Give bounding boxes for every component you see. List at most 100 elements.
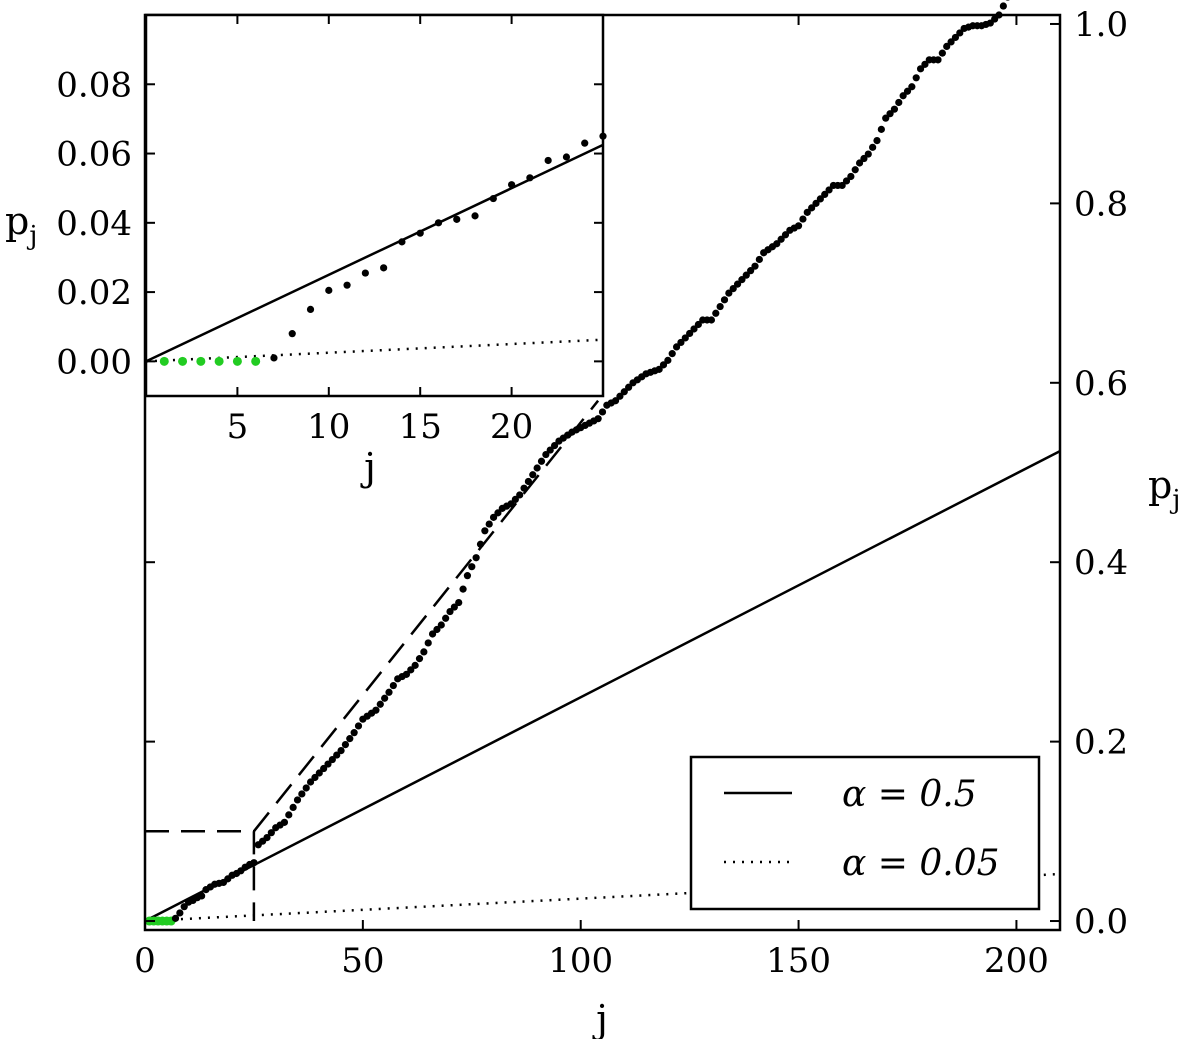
main-p-value-point <box>825 186 833 194</box>
main-p-value-point <box>485 520 493 528</box>
main-p-value-point <box>681 334 689 342</box>
inset-y-axis-label: pj <box>5 199 37 251</box>
main-p-value-point <box>751 262 759 270</box>
main-p-value-point <box>298 790 306 798</box>
inset-p-value-point <box>380 264 388 272</box>
main-p-value-point <box>524 477 533 486</box>
legend-box <box>689 755 1041 911</box>
main-p-value-point <box>725 289 733 297</box>
main-p-value-point <box>659 361 668 369</box>
main-x-tick-label: 100 <box>548 941 613 981</box>
main-y-tick-label: 0.8 <box>1074 184 1128 224</box>
main-p-value-point <box>860 154 868 163</box>
main-p-value-point <box>533 464 541 472</box>
main-p-value-point <box>463 572 472 580</box>
main-p-value-point <box>816 195 824 203</box>
inset-x-tick-label: 15 <box>399 407 442 447</box>
main-p-value-point <box>934 56 942 64</box>
main-p-value-point <box>511 495 519 504</box>
main-panel: 0 50 100 150 200 0.00.20.40.60.81.0 j pj α =… <box>134 0 1180 1041</box>
main-y-tick-label: 0.6 <box>1074 364 1128 404</box>
main-p-value-point <box>372 706 380 714</box>
main-p-value-point <box>821 190 829 199</box>
main-p-value-point <box>808 204 816 212</box>
main-p-value-point <box>625 383 633 391</box>
main-p-value-point <box>180 903 188 911</box>
main-p-value-point <box>198 892 206 900</box>
main-p-value-point <box>176 909 184 917</box>
inset-y-axis-label-base: p <box>5 199 29 243</box>
inset-reference-lines <box>145 143 604 363</box>
main-p-value-point <box>263 834 271 842</box>
main-p-value-point <box>402 670 411 678</box>
main-p-value-point <box>420 648 428 656</box>
inset-rejected-point <box>178 356 188 366</box>
main-p-value-point <box>280 818 289 826</box>
main-p-value-point <box>677 338 685 347</box>
inset-rejected-point <box>232 356 242 366</box>
main-p-value-point <box>346 735 354 743</box>
main-p-value-point <box>799 215 807 223</box>
main-p-value-point <box>385 688 393 696</box>
inset-x-ticks: 5 10 15 20 <box>227 15 533 447</box>
main-y-tick-label: 0.4 <box>1074 543 1128 583</box>
main-y-axis-label-subscript: j <box>1169 485 1180 515</box>
main-p-value-point <box>686 329 694 338</box>
main-p-value-point <box>956 29 964 37</box>
main-p-value-point <box>851 166 859 174</box>
inset-p-value-point <box>581 139 589 147</box>
main-p-value-point <box>320 764 328 773</box>
main-p-value-point <box>546 446 554 454</box>
main-y-axis-label: pj <box>1148 463 1180 515</box>
main-p-value-point <box>747 267 755 275</box>
main-p-value-point <box>324 760 332 768</box>
main-p-value-point <box>293 796 302 804</box>
main-p-value-point <box>712 309 720 317</box>
inset-p-value-point <box>343 281 351 289</box>
main-p-value-point <box>855 159 864 167</box>
main-p-value-point <box>507 500 515 508</box>
main-p-value-point <box>869 143 877 151</box>
main-p-value-point <box>489 513 498 521</box>
inset-data-points <box>159 132 607 366</box>
main-p-value-point <box>943 42 951 50</box>
inset-p-value-point <box>325 286 333 294</box>
main-p-value-point <box>655 365 663 373</box>
inset-solid-line <box>145 143 604 363</box>
inset-p-value-point <box>544 156 552 165</box>
main-p-value-point <box>433 625 441 634</box>
main-p-value-point <box>171 914 180 922</box>
inset-plot-frame <box>144 13 605 398</box>
main-data-points <box>144 0 1010 926</box>
main-x-ticks: 0 50 100 150 200 <box>134 15 1049 981</box>
main-p-value-point <box>415 655 424 663</box>
inset-background <box>146 15 603 396</box>
main-p-value-point <box>951 33 960 42</box>
inset-x-axis-label: j <box>360 445 376 489</box>
main-p-value-point <box>616 392 624 400</box>
main-p-value-point <box>729 285 737 293</box>
inset-y-tick-label: 0.00 <box>56 342 132 382</box>
main-p-value-point <box>908 83 916 91</box>
main-p-value-point <box>285 811 293 819</box>
main-p-value-point <box>877 125 885 133</box>
main-p-value-point <box>668 350 676 358</box>
main-p-value-point <box>529 471 537 479</box>
main-x-axis-label: j <box>592 997 608 1039</box>
main-p-value-point <box>411 661 419 669</box>
main-p-value-point <box>537 457 546 465</box>
main-p-value-point <box>1005 0 1010 1</box>
main-p-value-point <box>620 388 628 396</box>
main-p-value-point <box>773 240 781 248</box>
main-p-value-point <box>516 491 524 499</box>
main-p-value-point <box>389 681 397 690</box>
inset-p-value-point <box>489 194 497 203</box>
main-p-value-point <box>864 150 872 158</box>
main-y-ticks: 0.0 0.2 0.4 0.6 0.8 1.0 <box>145 5 1128 942</box>
inset-y-axis-label-subscript: j <box>26 221 37 251</box>
main-p-value-point <box>376 700 384 708</box>
inset-rejected-point <box>196 356 206 366</box>
inset-p-value-point <box>526 174 534 182</box>
main-p-value-point <box>738 276 746 284</box>
